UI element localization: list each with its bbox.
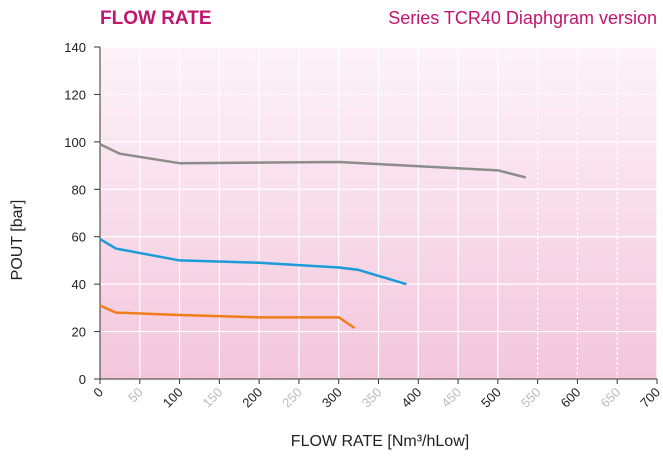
y-tick-label: 60 <box>72 230 86 245</box>
y-tick-label: 120 <box>64 87 86 102</box>
x-tick-label: 100 <box>160 385 186 411</box>
x-tick-label: 450 <box>438 385 464 411</box>
x-tick-label: 300 <box>319 385 345 411</box>
series-line <box>99 143 527 179</box>
x-tick-label: 200 <box>239 385 265 411</box>
x-tick-label: 400 <box>398 385 424 411</box>
x-axis-label: FLOW RATE [Nm³/hLow] <box>291 433 469 450</box>
y-tick-label: 140 <box>64 40 86 55</box>
x-tick-label: 600 <box>558 385 584 411</box>
x-tick-label: 650 <box>597 385 623 411</box>
x-tick-label: 550 <box>518 385 544 411</box>
series-line <box>99 304 356 330</box>
y-tick-label: 0 <box>79 372 86 387</box>
chart-title: FLOW RATE <box>100 8 212 29</box>
y-tick-label: 40 <box>72 277 86 292</box>
x-tick-label: 350 <box>359 385 385 411</box>
x-tick-label: 50 <box>125 385 146 406</box>
x-tick-label: 250 <box>279 385 305 411</box>
y-tick-label: 100 <box>64 135 86 150</box>
y-axis-label: POUT [bar] <box>9 200 26 281</box>
series-line <box>99 238 407 286</box>
x-tick-label: 700 <box>637 385 663 411</box>
chart-subtitle: Series TCR40 Diaphgram version <box>388 8 657 28</box>
x-tick-label: 500 <box>478 385 504 411</box>
x-tick-label: 0 <box>90 385 106 401</box>
x-tick-label: 150 <box>200 385 226 411</box>
y-tick-label: 80 <box>72 182 86 197</box>
y-tick-label: 20 <box>72 325 86 340</box>
